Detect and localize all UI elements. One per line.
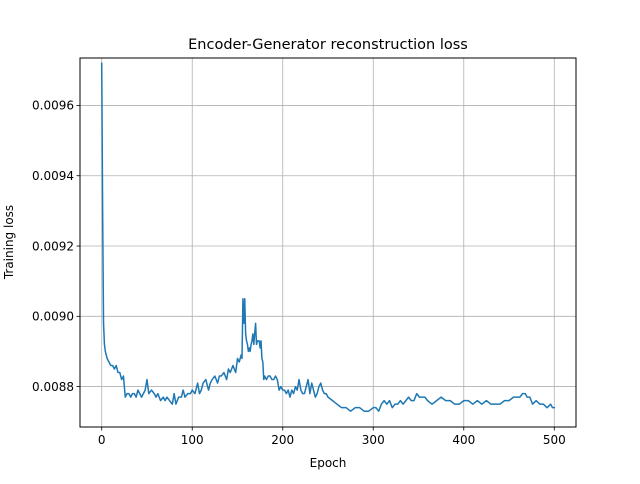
y-tick-label: 0.0090 xyxy=(32,310,74,324)
x-tick-label: 0 xyxy=(98,433,106,447)
y-tick-label: 0.0088 xyxy=(32,380,74,394)
series-line xyxy=(100,62,556,412)
x-tick-label: 200 xyxy=(271,433,294,447)
x-tick-label: 300 xyxy=(362,433,385,447)
chart-title: Encoder-Generator reconstruction loss xyxy=(188,37,468,53)
y-tick-label: 0.0096 xyxy=(32,99,74,113)
axes-background xyxy=(80,58,576,427)
y-tick-label: 0.0092 xyxy=(32,239,74,253)
grid xyxy=(80,58,576,427)
axes-frame xyxy=(79,57,577,428)
y-axis: 0.0088 0.0090 0.0092 0.0094 0.0096 xyxy=(32,99,80,394)
series-layer xyxy=(100,62,556,412)
y-axis-label: Training loss xyxy=(2,205,16,280)
y-tick-label: 0.0094 xyxy=(32,169,74,183)
x-tick-label: 400 xyxy=(452,433,475,447)
x-tick-label: 500 xyxy=(543,433,566,447)
x-axis-label: Epoch xyxy=(310,456,347,470)
x-tick-label: 100 xyxy=(181,433,204,447)
x-axis: 0 100 200 300 400 500 xyxy=(98,427,566,447)
